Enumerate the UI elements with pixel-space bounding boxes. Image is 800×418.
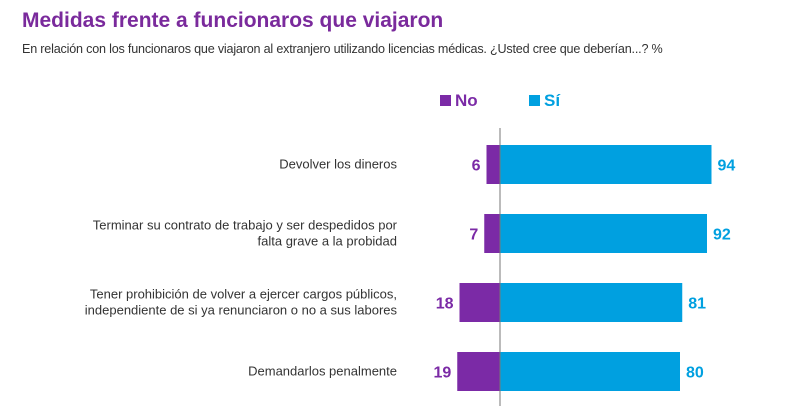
legend: No Sí — [440, 91, 561, 110]
chart-title: Medidas frente a funcionaros que viajaro… — [22, 9, 444, 32]
bar-no — [457, 352, 500, 391]
bar-no — [459, 283, 500, 322]
value-label-si: 81 — [688, 296, 706, 313]
bar-si — [500, 283, 683, 322]
value-label-si: 92 — [713, 227, 731, 244]
bar-si — [500, 145, 712, 184]
bar-si — [500, 352, 680, 391]
value-label-si: 94 — [718, 158, 736, 175]
bar-no — [486, 145, 500, 184]
category-label: Terminar su contrato de trabajo y ser de… — [93, 218, 398, 249]
legend-label-no: No — [455, 91, 478, 110]
category-label: Devolver los dineros — [279, 157, 397, 172]
category-label: Tener prohibición de volver a ejercer ca… — [85, 287, 398, 318]
legend-label-si: Sí — [544, 91, 561, 110]
value-label-no: 19 — [433, 365, 451, 382]
legend-swatch-no — [440, 95, 451, 106]
chart-subtitle: En relación con los funcionaros que viaj… — [22, 42, 663, 56]
category-label: Demandarlos penalmente — [248, 364, 397, 379]
value-label-si: 80 — [686, 365, 704, 382]
bar-si — [500, 214, 707, 253]
legend-swatch-si — [529, 95, 540, 106]
bar-no — [484, 214, 500, 253]
value-label-no: 7 — [469, 227, 478, 244]
value-label-no: 6 — [472, 158, 481, 175]
value-label-no: 18 — [436, 296, 454, 313]
